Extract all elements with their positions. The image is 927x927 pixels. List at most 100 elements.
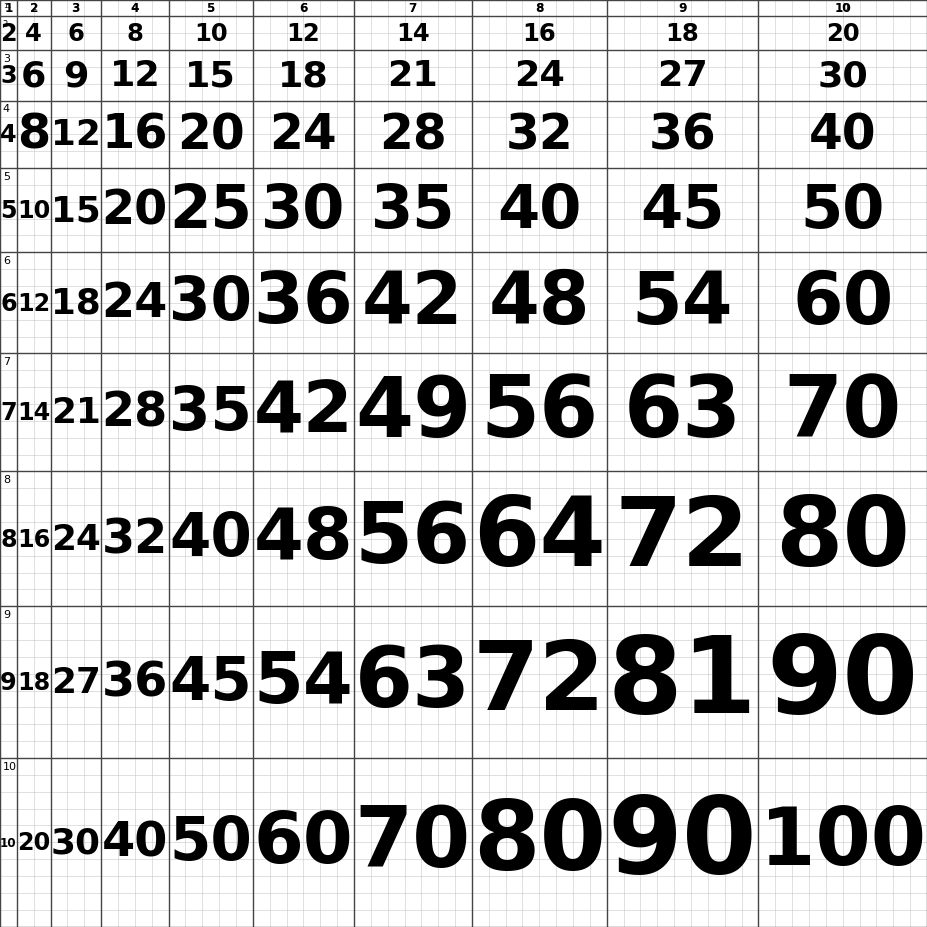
Text: 32: 32 (505, 111, 573, 159)
Text: 100: 100 (760, 804, 926, 882)
Text: 40: 40 (102, 819, 168, 866)
Text: 64: 64 (473, 493, 605, 586)
Text: 15: 15 (51, 194, 101, 228)
Text: 81: 81 (608, 631, 757, 734)
Text: 28: 28 (102, 389, 168, 437)
Text: 8: 8 (126, 22, 144, 46)
Text: 1: 1 (5, 3, 13, 16)
Text: 36: 36 (253, 269, 353, 338)
Text: 60: 60 (792, 268, 894, 339)
Text: 36: 36 (649, 111, 717, 159)
Text: 50: 50 (170, 813, 252, 871)
Text: 5: 5 (0, 199, 17, 222)
Text: 4: 4 (132, 4, 138, 13)
Text: 4: 4 (3, 105, 10, 114)
Text: 6: 6 (0, 292, 17, 315)
Text: 15: 15 (185, 59, 236, 94)
Text: 20: 20 (17, 831, 50, 855)
Text: 28: 28 (379, 111, 447, 159)
Text: 56: 56 (355, 499, 471, 579)
Text: 7: 7 (3, 357, 10, 367)
Text: 4: 4 (0, 123, 17, 147)
Text: 8: 8 (536, 4, 543, 13)
Text: 7: 7 (0, 401, 17, 425)
Text: 2: 2 (32, 4, 36, 12)
Text: 54: 54 (253, 648, 353, 717)
Text: 30: 30 (261, 182, 346, 240)
Text: 10: 10 (194, 22, 227, 46)
Text: 18: 18 (17, 670, 50, 694)
Text: 30: 30 (51, 825, 101, 859)
Text: 36: 36 (102, 659, 168, 705)
Text: 16: 16 (523, 22, 556, 46)
Text: 60: 60 (254, 807, 353, 877)
Text: 12: 12 (51, 119, 101, 152)
Text: 30: 30 (170, 274, 252, 333)
Text: 5: 5 (207, 4, 214, 13)
Text: 72: 72 (615, 493, 750, 586)
Text: 8: 8 (535, 3, 543, 16)
Text: 10: 10 (0, 836, 17, 849)
Text: 20: 20 (177, 111, 245, 159)
Text: 63: 63 (355, 641, 471, 723)
Text: 10: 10 (17, 199, 50, 222)
Text: 8: 8 (3, 475, 10, 485)
Text: 56: 56 (480, 372, 599, 454)
Text: 12: 12 (17, 292, 50, 315)
Text: 90: 90 (608, 791, 757, 894)
Text: 25: 25 (170, 182, 252, 240)
Text: 21: 21 (51, 396, 101, 430)
Text: 7: 7 (409, 3, 417, 16)
Text: 70: 70 (783, 372, 902, 454)
Text: 35: 35 (170, 384, 252, 442)
Text: 45: 45 (641, 182, 725, 240)
Text: 14: 14 (396, 22, 430, 46)
Text: 32: 32 (102, 515, 168, 563)
Text: 40: 40 (497, 182, 581, 240)
Text: 20: 20 (102, 187, 168, 235)
Text: 6: 6 (68, 22, 84, 46)
Text: 42: 42 (253, 378, 353, 448)
Text: 63: 63 (624, 372, 742, 454)
Text: 70: 70 (355, 802, 471, 883)
Text: 30: 30 (818, 59, 868, 94)
Text: 10: 10 (836, 4, 850, 13)
Text: 54: 54 (632, 268, 733, 339)
Text: 35: 35 (371, 182, 455, 240)
Text: 6: 6 (3, 256, 10, 266)
Text: 2: 2 (0, 22, 17, 46)
Text: 80: 80 (775, 493, 910, 586)
Text: 6: 6 (21, 59, 46, 94)
Text: 10: 10 (834, 3, 851, 16)
Text: 7: 7 (410, 4, 416, 13)
Text: 42: 42 (362, 268, 464, 339)
Text: 12: 12 (109, 59, 160, 94)
Text: 9: 9 (3, 609, 10, 619)
Text: 6: 6 (299, 3, 308, 16)
Text: 40: 40 (170, 510, 252, 569)
Text: 3: 3 (71, 3, 80, 16)
Text: 1: 1 (6, 4, 11, 9)
Text: 1: 1 (3, 4, 7, 9)
Text: 18: 18 (51, 286, 101, 321)
Text: 40: 40 (809, 111, 877, 159)
Text: 4: 4 (25, 22, 42, 46)
Text: 10: 10 (3, 761, 17, 771)
Text: 16: 16 (17, 527, 50, 552)
Text: 20: 20 (826, 22, 859, 46)
Text: 5: 5 (3, 171, 10, 182)
Text: 8: 8 (17, 112, 50, 159)
Text: 16: 16 (102, 112, 168, 159)
Text: 9: 9 (679, 3, 687, 16)
Text: 8: 8 (0, 527, 17, 552)
Text: 72: 72 (473, 636, 605, 729)
Text: 18: 18 (278, 59, 329, 94)
Text: 27: 27 (51, 666, 101, 699)
Text: 49: 49 (355, 373, 471, 453)
Text: 24: 24 (270, 111, 337, 159)
Text: 5: 5 (207, 3, 215, 16)
Text: 3: 3 (3, 54, 10, 64)
Text: 90: 90 (767, 629, 919, 735)
Text: 50: 50 (801, 182, 885, 240)
Text: 24: 24 (102, 280, 168, 327)
